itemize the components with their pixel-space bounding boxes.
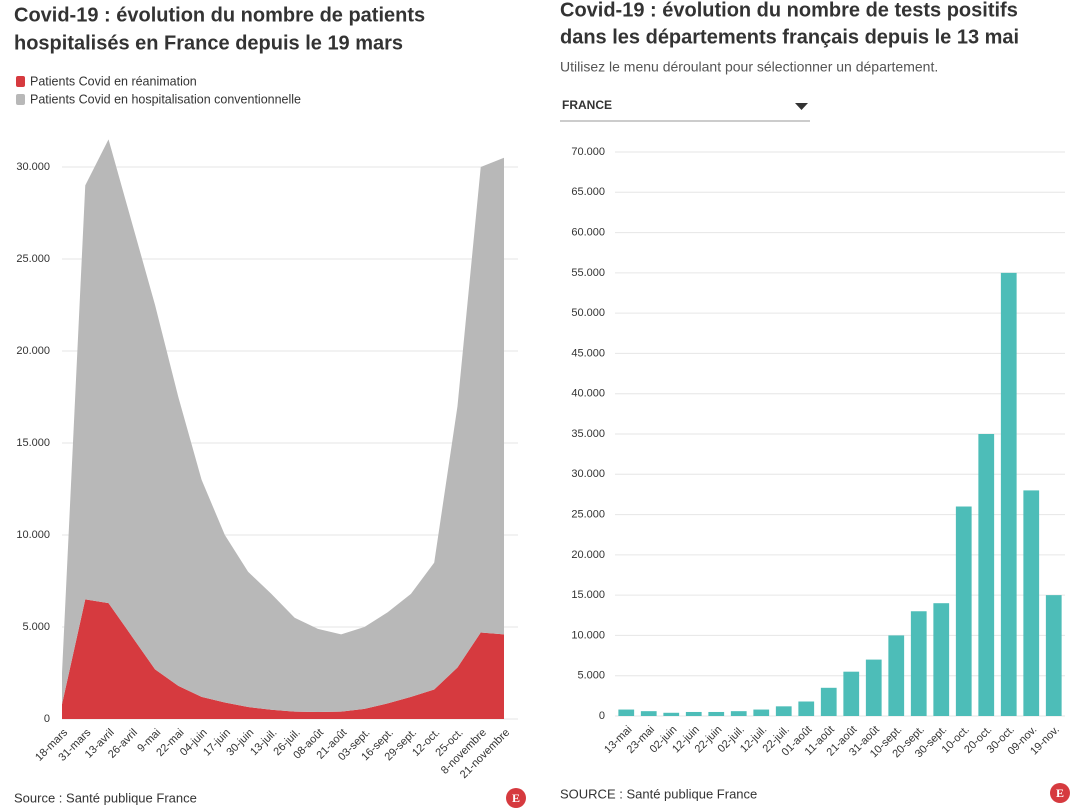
bar <box>775 706 792 716</box>
bar <box>753 709 770 716</box>
bar <box>640 711 657 716</box>
bar <box>730 711 747 716</box>
y-tick-label: 45.000 <box>571 347 605 359</box>
bar <box>663 712 680 716</box>
y-tick-label: 65.000 <box>571 186 605 198</box>
legend-swatch <box>16 94 25 105</box>
y-tick-label: 35.000 <box>571 428 605 440</box>
area <box>62 599 504 719</box>
source: Source : Santé publique France <box>14 790 197 805</box>
bar <box>685 711 702 716</box>
y-tick-label: 40.000 <box>571 388 605 400</box>
y-tick-label: 30.000 <box>16 161 50 173</box>
logo-text: E <box>512 791 520 805</box>
y-tick-label: 25.000 <box>571 508 605 520</box>
y-tick-label: 70.000 <box>571 146 605 158</box>
bar <box>978 434 995 716</box>
dropdown-label[interactable]: FRANCE <box>562 98 612 112</box>
y-tick-label: 20.000 <box>16 345 50 357</box>
bar <box>1023 490 1040 716</box>
bar <box>843 671 860 716</box>
legend-swatch <box>16 76 25 87</box>
bar <box>1045 595 1062 716</box>
bar <box>618 709 635 716</box>
subtitle: Utilisez le menu déroulant pour sélectio… <box>560 59 938 75</box>
bar <box>865 659 882 716</box>
dropdown-arrow[interactable] <box>795 103 808 110</box>
logo <box>1050 783 1070 803</box>
bar <box>955 506 972 716</box>
y-tick-label: 15.000 <box>16 437 50 449</box>
y-tick-label: 25.000 <box>16 253 50 265</box>
bar <box>708 711 725 716</box>
y-tick-label: 5.000 <box>22 621 50 633</box>
logo <box>506 788 526 808</box>
y-tick-label: 60.000 <box>571 226 605 238</box>
y-tick-label: 5.000 <box>577 670 605 682</box>
bar <box>1000 272 1017 716</box>
y-tick-label: 20.000 <box>571 549 605 561</box>
bar <box>798 701 815 716</box>
source: SOURCE : Santé publique France <box>560 786 757 801</box>
y-tick-label: 30.000 <box>571 468 605 480</box>
y-tick-label: 10.000 <box>571 629 605 641</box>
legend-label: Patients Covid en réanimation <box>30 74 197 88</box>
chart-title: dans les départements français depuis le… <box>560 26 1019 48</box>
area <box>62 139 504 713</box>
y-tick-label: 15.000 <box>571 589 605 601</box>
y-tick-label: 0 <box>44 713 50 725</box>
logo-text: E <box>1056 786 1064 800</box>
chart-title: hospitalisés en France depuis le 19 mars <box>14 32 403 54</box>
chart-title: Covid-19 : évolution du nombre de patien… <box>14 4 425 26</box>
bar <box>910 611 927 716</box>
bar <box>933 603 950 716</box>
y-tick-label: 10.000 <box>16 529 50 541</box>
chart-title: Covid-19 : évolution du nombre de tests … <box>560 0 1018 21</box>
legend-label: Patients Covid en hospitalisation conven… <box>30 92 301 106</box>
bar <box>820 687 837 716</box>
y-tick-label: 55.000 <box>571 267 605 279</box>
bar <box>888 635 905 716</box>
y-tick-label: 0 <box>599 710 605 722</box>
y-tick-label: 50.000 <box>571 307 605 319</box>
